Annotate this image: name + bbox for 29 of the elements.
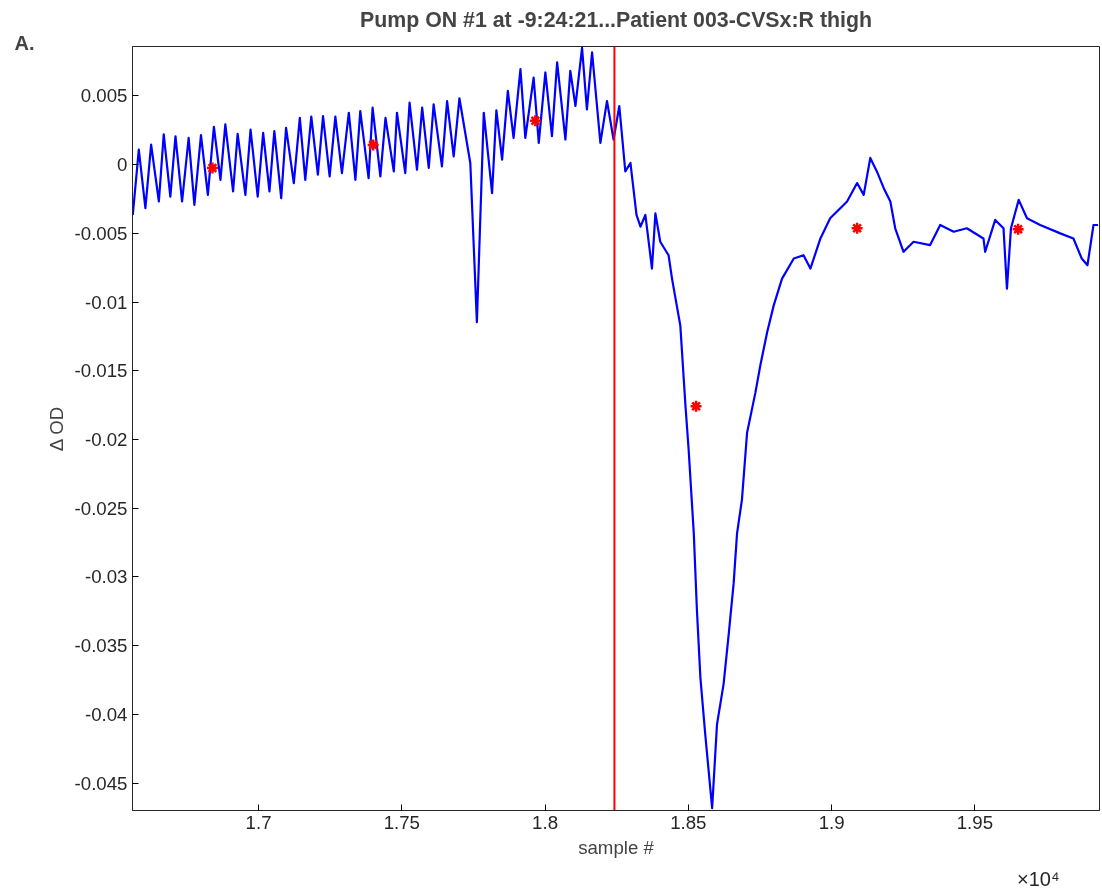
y-tick-label: -0.025 (74, 497, 128, 519)
x-tick-label: 1.75 (383, 811, 420, 833)
y-tick-label: -0.01 (84, 291, 128, 313)
y-tick-label: -0.02 (84, 428, 128, 450)
point (1011, 222, 1025, 237)
y-tick-label: -0.015 (74, 360, 128, 382)
text: ×10⁴ (1016, 867, 1060, 890)
line-series (132, 46, 1100, 810)
point (689, 399, 703, 413)
text: A. (14, 31, 35, 54)
y-tick-label: 0 (117, 154, 128, 176)
y-tick-label: -0.005 (74, 222, 128, 244)
x-tick-label: 1.85 (670, 811, 707, 833)
x-axis-title: sample # (578, 836, 655, 858)
chart-title: Pump ON #1 at -9:24:21...Patient 003-CVSx:R thigh (360, 7, 873, 32)
x-tick-label: 1.8 (532, 811, 559, 833)
y-axis-title: Δ OD (45, 406, 67, 452)
point (366, 138, 380, 152)
y-tick-label: 0.005 (80, 85, 128, 107)
point (850, 221, 864, 236)
point (205, 161, 220, 175)
y-tick-label: -0.04 (84, 703, 128, 725)
point (528, 113, 543, 128)
x-tick-label: 1.7 (245, 811, 272, 833)
y-tick-label: -0.045 (74, 772, 128, 794)
x-tick-label: 1.9 (818, 811, 845, 833)
y-tick-label: -0.03 (84, 566, 128, 588)
y-tick-label: -0.035 (74, 635, 128, 657)
x-tick-label: 1.95 (956, 811, 994, 833)
